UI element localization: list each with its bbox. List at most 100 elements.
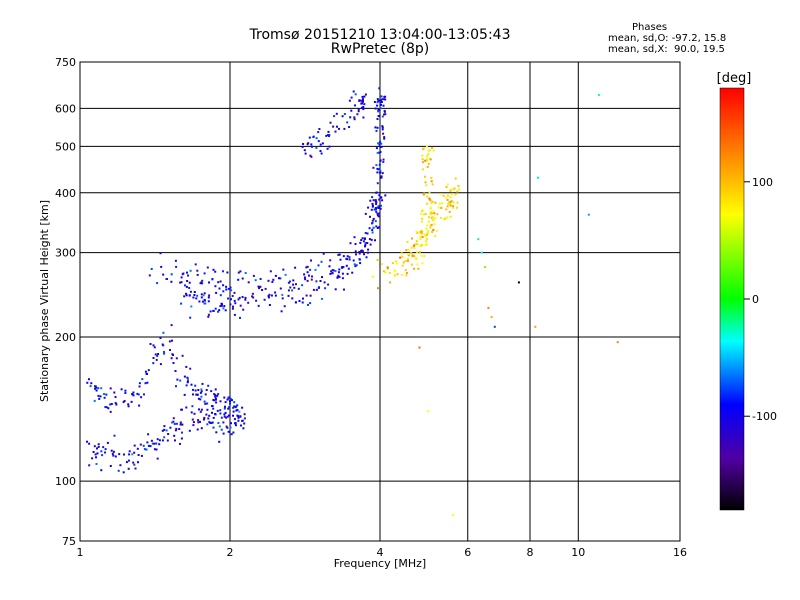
data-point (304, 278, 307, 281)
data-point (259, 285, 262, 288)
data-point (214, 413, 217, 416)
data-point (231, 399, 233, 402)
data-point (375, 164, 378, 167)
data-point (349, 242, 352, 245)
data-point (411, 237, 413, 240)
data-point (219, 280, 222, 283)
x-tick-label: 8 (527, 546, 534, 559)
y-tick-label: 600 (55, 102, 76, 115)
data-point (197, 419, 200, 422)
data-point (376, 212, 379, 215)
data-point (232, 410, 235, 413)
data-point (424, 181, 427, 184)
data-point (155, 448, 158, 451)
data-point (234, 406, 237, 409)
data-point (112, 450, 115, 453)
data-point (149, 445, 152, 448)
data-point (383, 98, 386, 101)
data-point (147, 369, 150, 372)
data-point (306, 265, 309, 268)
data-point (361, 106, 363, 109)
data-point (222, 421, 225, 424)
data-point (113, 434, 116, 437)
data-point (447, 202, 450, 205)
data-point (416, 231, 419, 234)
data-point (378, 212, 381, 215)
data-point (293, 286, 296, 289)
data-point (224, 411, 227, 414)
data-point (132, 461, 135, 464)
data-point (378, 163, 381, 166)
data-point (319, 280, 322, 282)
data-point (381, 199, 384, 202)
data-point (311, 145, 313, 148)
data-point (219, 412, 222, 415)
data-point (237, 419, 240, 422)
data-point (358, 252, 361, 255)
data-point (191, 405, 194, 408)
data-point (216, 409, 219, 412)
data-point (380, 145, 383, 148)
data-point (434, 201, 437, 204)
data-point (214, 394, 217, 397)
data-point (204, 393, 207, 396)
data-point (259, 278, 262, 280)
data-point (374, 207, 377, 209)
data-point (247, 301, 250, 304)
data-point (431, 183, 434, 186)
data-point (445, 208, 448, 211)
data-point (410, 263, 413, 266)
data-point (426, 158, 428, 161)
data-point (225, 425, 228, 428)
data-point (425, 234, 428, 237)
data-point (405, 249, 408, 252)
data-point (212, 268, 215, 271)
data-point (359, 241, 362, 244)
data-point (332, 125, 335, 128)
data-point (362, 98, 364, 101)
data-point (227, 407, 230, 410)
data-point (233, 313, 236, 316)
data-point (104, 406, 107, 408)
data-point (109, 387, 112, 390)
data-point (399, 256, 402, 259)
data-point (431, 212, 433, 215)
data-point (348, 258, 351, 261)
data-point (446, 205, 449, 208)
data-point (374, 239, 376, 242)
data-point (289, 280, 291, 283)
y-tick-labels: 75 100 200 300 400 500 600 750 (55, 56, 76, 548)
data-point (257, 304, 260, 307)
data-point (427, 216, 430, 219)
data-point (180, 302, 183, 305)
data-point (150, 268, 153, 270)
data-point (396, 262, 399, 265)
data-point (180, 437, 183, 440)
data-point (235, 409, 238, 412)
data-point (406, 259, 409, 262)
data-point (427, 149, 430, 152)
data-point (420, 231, 423, 234)
data-point (100, 387, 103, 390)
data-point (338, 253, 341, 256)
data-point (147, 444, 150, 447)
data-point (203, 400, 206, 403)
data-point (477, 238, 480, 241)
data-point (231, 307, 234, 310)
x-tick-label: 4 (377, 546, 384, 559)
data-point (217, 310, 220, 313)
data-point (404, 259, 407, 262)
data-point (196, 269, 199, 272)
data-point (243, 422, 246, 425)
data-point (174, 429, 177, 432)
x-tick-label: 16 (673, 546, 687, 559)
data-point (204, 302, 207, 305)
data-point (309, 294, 312, 297)
data-point (306, 279, 309, 282)
data-point (232, 431, 235, 434)
data-point (211, 421, 214, 424)
data-point (174, 370, 177, 372)
colorbar (719, 87, 745, 511)
data-point (426, 232, 429, 235)
data-point (197, 421, 200, 424)
